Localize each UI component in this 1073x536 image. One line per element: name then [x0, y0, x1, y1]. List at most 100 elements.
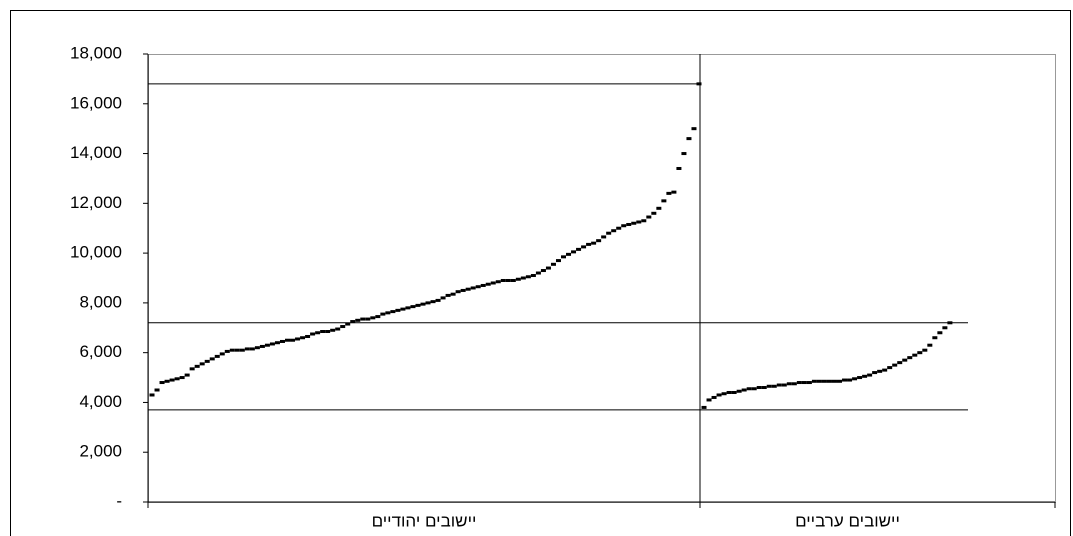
data-point — [219, 352, 225, 356]
data-point — [706, 398, 712, 402]
data-point — [415, 303, 421, 307]
data-point — [681, 152, 687, 156]
data-point — [495, 280, 501, 284]
data-point — [751, 387, 757, 391]
data-point — [179, 376, 185, 380]
y-tick-label: 16,000 — [70, 93, 122, 112]
data-point — [545, 266, 551, 270]
data-point — [405, 306, 411, 310]
data-point — [776, 383, 782, 387]
data-point — [882, 368, 888, 372]
data-point — [184, 373, 190, 377]
data-point — [741, 388, 747, 392]
data-point — [877, 369, 883, 373]
data-point — [811, 379, 817, 383]
data-point — [847, 378, 853, 382]
data-point — [576, 247, 582, 251]
data-point — [801, 381, 807, 385]
data-point — [671, 190, 677, 194]
y-tick-label: 8,000 — [79, 292, 122, 311]
data-point — [696, 82, 702, 86]
data-point — [540, 269, 546, 273]
data-point — [259, 344, 265, 348]
data-point — [475, 285, 481, 289]
plot-area — [148, 54, 1056, 503]
data-point — [229, 348, 235, 352]
data-point — [199, 362, 205, 366]
data-point — [781, 383, 787, 387]
data-point — [561, 255, 567, 259]
data-point — [375, 315, 381, 319]
data-point — [646, 215, 652, 219]
data-point — [791, 382, 797, 386]
data-point — [269, 342, 275, 346]
data-point — [249, 347, 255, 351]
data-point — [711, 395, 717, 399]
data-point — [204, 359, 210, 363]
data-point — [656, 206, 662, 210]
data-point — [601, 235, 607, 239]
data-point — [224, 349, 230, 353]
data-point — [821, 379, 827, 383]
data-point — [350, 320, 356, 324]
data-point — [154, 388, 160, 392]
data-point — [766, 384, 772, 388]
data-point — [942, 326, 948, 330]
data-point — [586, 242, 592, 246]
data-point — [300, 336, 306, 340]
data-point — [701, 405, 707, 409]
data-point — [887, 366, 893, 370]
data-point — [285, 338, 291, 342]
data-point — [831, 379, 837, 383]
data-point — [746, 387, 752, 391]
data-point — [425, 301, 431, 305]
data-point — [852, 377, 858, 381]
data-point — [330, 328, 336, 332]
y-tick-label: 6,000 — [79, 342, 122, 361]
data-point — [510, 278, 516, 282]
data-point — [320, 330, 326, 334]
y-tick-label: 4,000 — [79, 392, 122, 411]
data-point — [862, 374, 868, 378]
data-point — [450, 292, 456, 296]
data-point — [455, 290, 461, 294]
data-point — [325, 330, 331, 334]
data-point — [274, 341, 280, 345]
data-point — [370, 316, 376, 320]
data-point — [234, 348, 240, 352]
y-tick-label: 12,000 — [70, 193, 122, 212]
data-point — [385, 311, 391, 315]
data-point — [581, 245, 587, 249]
data-point — [716, 393, 722, 397]
data-point — [661, 199, 667, 203]
data-point — [335, 327, 341, 331]
data-point — [279, 339, 285, 343]
data-point — [355, 318, 361, 322]
data-point — [837, 379, 843, 383]
y-tick-label: 14,000 — [70, 143, 122, 162]
data-point — [626, 222, 632, 226]
data-point — [345, 322, 351, 326]
data-point — [209, 357, 215, 361]
data-point — [290, 338, 296, 342]
data-point — [410, 305, 416, 309]
data-point — [566, 252, 572, 256]
data-point — [395, 308, 401, 312]
data-point — [194, 364, 200, 368]
data-point — [686, 137, 692, 141]
data-point — [691, 127, 697, 131]
data-point — [315, 331, 321, 335]
data-point — [174, 377, 180, 381]
y-tick-label: 18,000 — [70, 43, 122, 62]
data-point — [460, 288, 466, 292]
data-point — [917, 351, 923, 355]
data-point — [470, 286, 476, 290]
data-point — [771, 384, 777, 388]
data-point — [867, 373, 873, 377]
data-point — [666, 191, 672, 195]
y-tick-label: 2,000 — [79, 442, 122, 461]
data-point — [490, 281, 496, 285]
y-tick-label: - — [116, 491, 122, 510]
data-point — [651, 211, 657, 215]
data-point — [535, 271, 541, 275]
